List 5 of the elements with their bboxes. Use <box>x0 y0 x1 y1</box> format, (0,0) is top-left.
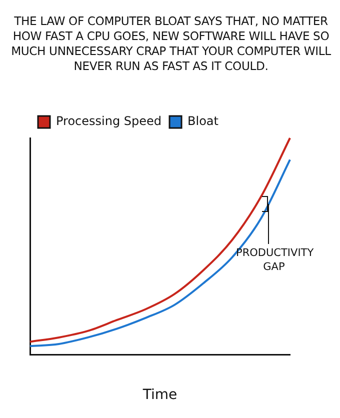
legend-label: Processing Speed <box>56 114 162 128</box>
annotation: PRODUCTIVITY GAP <box>236 246 314 274</box>
chart-title: THE LAW OF COMPUTER BLOAT SAYS THAT, NO MATTER HOW FAST A CPU GOES, NEW SOFTWARE WILL HAVE SO MUCH UNNECESSARY CRAP THAT YOUR COMPUTER WILL NEVER RUN AS FAST AS IT COULD. <box>10 14 332 74</box>
legend-label: Bloat <box>188 114 219 128</box>
x-axis-title: Time <box>142 387 178 404</box>
